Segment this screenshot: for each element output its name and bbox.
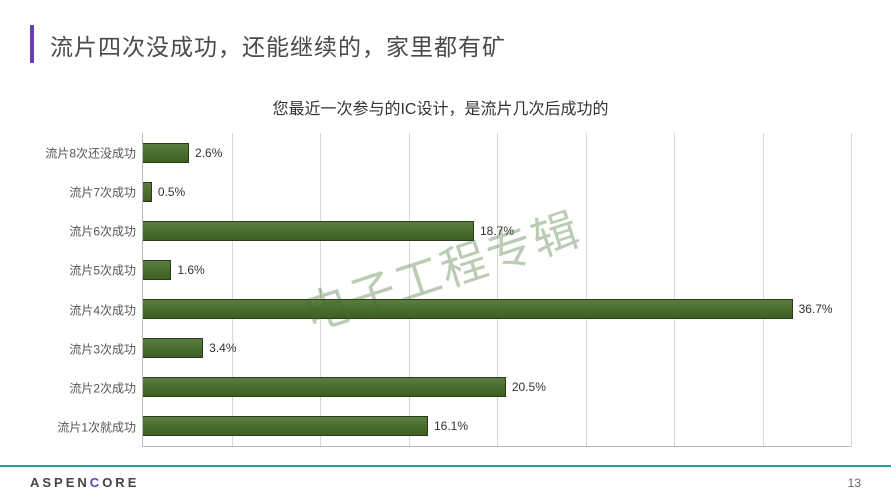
gridline [320,133,321,446]
chart-title: 您最近一次参与的IC设计，是流片几次后成功的 [30,95,851,119]
title-area: 流片四次没成功，还能继续的，家里都有矿 [0,0,891,62]
bar-row: 2.6% [143,143,851,163]
y-axis-label: 流片2次成功 [69,380,136,397]
gridline [763,133,764,446]
y-axis-label: 流片1次就成功 [57,419,136,436]
footer-content: ASPENCORE 13 [0,467,891,490]
bar-row: 0.5% [143,182,851,202]
bar [143,182,152,202]
bar-value-label: 0.5% [158,185,185,199]
bar [143,260,171,280]
bar-row: 18.7% [143,221,851,241]
gridline [497,133,498,446]
bar-row: 36.7% [143,299,851,319]
y-axis-label: 流片6次成功 [69,223,136,240]
y-axis-label: 流片7次成功 [69,183,136,200]
bar-row: 1.6% [143,260,851,280]
bar-value-label: 36.7% [799,302,833,316]
bar-row: 20.5% [143,377,851,397]
bar [143,416,428,436]
bar-value-label: 16.1% [434,419,468,433]
bar [143,221,474,241]
y-axis-label: 流片4次成功 [69,301,136,318]
bar-value-label: 2.6% [195,146,222,160]
slide-title: 流片四次没成功，还能继续的，家里都有矿 [50,28,891,62]
chart-plot: 流片8次还没成功流片7次成功流片6次成功流片5次成功流片4次成功流片3次成功流片… [30,133,851,447]
gridline [851,133,852,446]
chart-area: 您最近一次参与的IC设计，是流片几次后成功的 流片8次还没成功流片7次成功流片6… [30,95,851,443]
plot-inner: 2.6% 0.5% 18.7% 1.6% 36.7% 3.4% 20.5% 16.1% [142,133,851,447]
bar [143,338,203,358]
bar-value-label: 18.7% [480,224,514,238]
y-axis-label: 流片3次成功 [69,340,136,357]
brand-logo: ASPENCORE [30,475,139,490]
y-axis-label: 流片8次还没成功 [45,144,136,161]
y-axis-labels: 流片8次还没成功流片7次成功流片6次成功流片5次成功流片4次成功流片3次成功流片… [30,133,142,447]
bar [143,377,506,397]
bar-row: 3.4% [143,338,851,358]
gridline [586,133,587,446]
gridline [409,133,410,446]
y-axis-label: 流片5次成功 [69,262,136,279]
footer: ASPENCORE 13 [0,465,891,503]
gridline [232,133,233,446]
bar-value-label: 20.5% [512,380,546,394]
bar [143,143,189,163]
bar-value-label: 3.4% [209,341,236,355]
slide: 流片四次没成功，还能继续的，家里都有矿 您最近一次参与的IC设计，是流片几次后成… [0,0,891,503]
gridline [674,133,675,446]
title-accent-bar [30,25,34,63]
bar [143,299,793,319]
bar-row: 16.1% [143,416,851,436]
page-number: 13 [848,476,861,490]
bar-value-label: 1.6% [177,263,204,277]
